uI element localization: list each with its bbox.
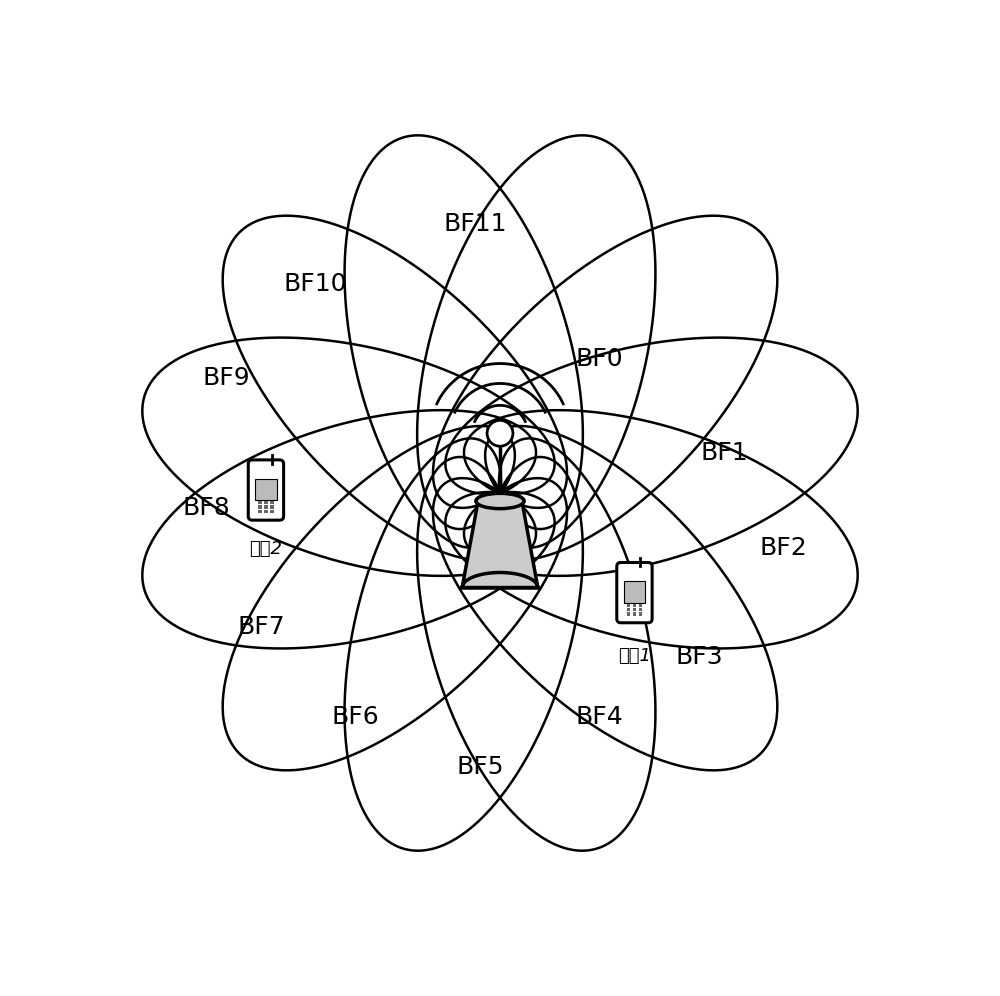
Bar: [639, 604, 642, 607]
Text: BF11: BF11: [443, 212, 507, 236]
Bar: [627, 604, 630, 607]
Text: BF7: BF7: [237, 616, 285, 639]
Bar: [639, 608, 642, 612]
Bar: [264, 510, 268, 513]
Polygon shape: [462, 501, 538, 588]
Text: BF0: BF0: [576, 347, 623, 371]
Bar: [624, 581, 645, 603]
Bar: [633, 613, 636, 616]
Text: BF1: BF1: [700, 441, 748, 465]
FancyBboxPatch shape: [617, 563, 652, 622]
Ellipse shape: [476, 493, 524, 509]
Text: BF8: BF8: [182, 496, 230, 520]
Bar: [258, 505, 262, 509]
Bar: [270, 501, 274, 504]
Text: BF10: BF10: [284, 272, 347, 296]
Circle shape: [487, 420, 513, 446]
Text: BF3: BF3: [675, 645, 723, 669]
Bar: [270, 510, 274, 513]
Bar: [633, 608, 636, 612]
Bar: [258, 501, 262, 504]
Text: 终煲2: 终煲2: [249, 540, 282, 558]
Bar: [627, 608, 630, 612]
Text: BF2: BF2: [760, 536, 808, 560]
Bar: [264, 505, 268, 509]
Bar: [270, 505, 274, 509]
Bar: [264, 501, 268, 504]
Text: BF6: BF6: [332, 705, 379, 729]
FancyBboxPatch shape: [248, 460, 284, 520]
Bar: [255, 478, 277, 500]
Text: BF9: BF9: [202, 367, 250, 390]
Bar: [639, 613, 642, 616]
Text: BF4: BF4: [576, 705, 623, 729]
Bar: [633, 604, 636, 607]
Text: 终煲1: 终煲1: [618, 647, 651, 665]
Bar: [627, 613, 630, 616]
Bar: [258, 510, 262, 513]
Text: BF5: BF5: [456, 755, 504, 779]
